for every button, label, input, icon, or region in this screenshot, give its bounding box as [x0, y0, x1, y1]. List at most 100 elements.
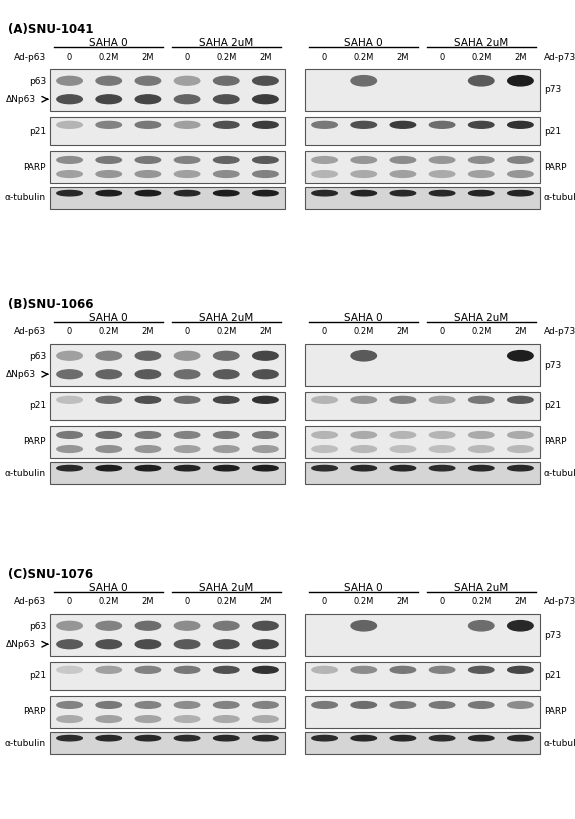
- Ellipse shape: [213, 351, 239, 360]
- Ellipse shape: [508, 351, 533, 361]
- Text: 2M: 2M: [514, 52, 527, 61]
- Ellipse shape: [213, 622, 239, 630]
- Ellipse shape: [351, 702, 377, 708]
- Ellipse shape: [96, 432, 121, 438]
- Text: SAHA 0: SAHA 0: [344, 38, 383, 48]
- Ellipse shape: [508, 702, 533, 708]
- Text: ΔNp63: ΔNp63: [6, 369, 36, 378]
- Ellipse shape: [96, 370, 121, 378]
- Ellipse shape: [508, 121, 533, 129]
- Bar: [305, 344, 540, 386]
- Ellipse shape: [96, 396, 121, 403]
- Ellipse shape: [312, 396, 338, 403]
- Text: p63: p63: [29, 352, 46, 361]
- Ellipse shape: [312, 446, 338, 452]
- Text: α-tubulin: α-tubulin: [544, 739, 575, 748]
- Ellipse shape: [312, 667, 338, 673]
- Text: SAHA 0: SAHA 0: [90, 313, 128, 323]
- Ellipse shape: [213, 735, 239, 741]
- Ellipse shape: [57, 432, 82, 438]
- Ellipse shape: [312, 702, 338, 708]
- Text: 0: 0: [439, 598, 444, 607]
- Ellipse shape: [252, 622, 278, 630]
- Ellipse shape: [213, 191, 239, 196]
- Text: SAHA 2uM: SAHA 2uM: [199, 583, 254, 593]
- Ellipse shape: [508, 735, 533, 741]
- Ellipse shape: [174, 170, 200, 178]
- Text: Ad-p63: Ad-p63: [14, 328, 46, 337]
- Text: 0: 0: [185, 52, 190, 61]
- Text: ΔNp63: ΔNp63: [6, 95, 36, 104]
- Text: 0: 0: [322, 598, 327, 607]
- Ellipse shape: [213, 370, 239, 378]
- Ellipse shape: [312, 432, 338, 438]
- Ellipse shape: [57, 622, 82, 630]
- Ellipse shape: [96, 156, 121, 163]
- Text: Ad-p63: Ad-p63: [14, 598, 46, 607]
- Ellipse shape: [213, 667, 239, 673]
- Text: p21: p21: [29, 401, 46, 410]
- Ellipse shape: [351, 75, 377, 86]
- Ellipse shape: [135, 622, 160, 630]
- Ellipse shape: [312, 156, 338, 163]
- Ellipse shape: [174, 702, 200, 708]
- Bar: [50, 732, 285, 754]
- Text: SAHA 2uM: SAHA 2uM: [454, 38, 508, 48]
- Ellipse shape: [469, 121, 494, 129]
- Ellipse shape: [508, 191, 533, 196]
- Ellipse shape: [252, 95, 278, 104]
- Text: PARP: PARP: [544, 437, 566, 446]
- Text: (B)SNU-1066: (B)SNU-1066: [8, 298, 94, 311]
- Text: α-tubulin: α-tubulin: [544, 468, 575, 477]
- Ellipse shape: [135, 76, 160, 85]
- Text: 0.2M: 0.2M: [354, 52, 374, 61]
- Ellipse shape: [508, 446, 533, 452]
- Ellipse shape: [57, 95, 82, 104]
- Ellipse shape: [135, 735, 160, 741]
- Ellipse shape: [390, 465, 416, 471]
- Ellipse shape: [57, 640, 82, 649]
- Text: p21: p21: [544, 126, 561, 135]
- Ellipse shape: [213, 396, 239, 403]
- Ellipse shape: [430, 432, 455, 438]
- Ellipse shape: [96, 351, 121, 360]
- Text: ΔNp63: ΔNp63: [6, 640, 36, 649]
- Bar: [305, 392, 540, 420]
- Bar: [305, 732, 540, 754]
- Ellipse shape: [390, 156, 416, 163]
- Ellipse shape: [174, 95, 200, 104]
- Ellipse shape: [213, 76, 239, 85]
- Text: α-tubulin: α-tubulin: [544, 193, 575, 202]
- Ellipse shape: [213, 95, 239, 104]
- Text: p63: p63: [29, 77, 46, 86]
- Ellipse shape: [135, 716, 160, 722]
- Ellipse shape: [390, 667, 416, 673]
- Ellipse shape: [135, 465, 160, 471]
- Text: 2M: 2M: [259, 598, 271, 607]
- Ellipse shape: [174, 351, 200, 360]
- Ellipse shape: [135, 156, 160, 163]
- Ellipse shape: [57, 170, 82, 178]
- Bar: [50, 614, 285, 656]
- Bar: [50, 117, 285, 145]
- Ellipse shape: [351, 396, 377, 403]
- Ellipse shape: [213, 465, 239, 471]
- Ellipse shape: [96, 446, 121, 452]
- Ellipse shape: [213, 121, 239, 129]
- Bar: [305, 696, 540, 728]
- Bar: [50, 392, 285, 420]
- Text: p63: p63: [29, 622, 46, 631]
- Text: p73: p73: [544, 360, 561, 369]
- Text: 2M: 2M: [397, 328, 409, 337]
- Ellipse shape: [57, 396, 82, 403]
- Bar: [50, 426, 285, 458]
- Bar: [50, 696, 285, 728]
- Ellipse shape: [351, 432, 377, 438]
- Text: 0: 0: [185, 598, 190, 607]
- Ellipse shape: [469, 75, 494, 86]
- Ellipse shape: [469, 170, 494, 178]
- Text: 2M: 2M: [141, 52, 154, 61]
- Bar: [50, 69, 285, 111]
- Ellipse shape: [469, 667, 494, 673]
- Ellipse shape: [252, 121, 278, 129]
